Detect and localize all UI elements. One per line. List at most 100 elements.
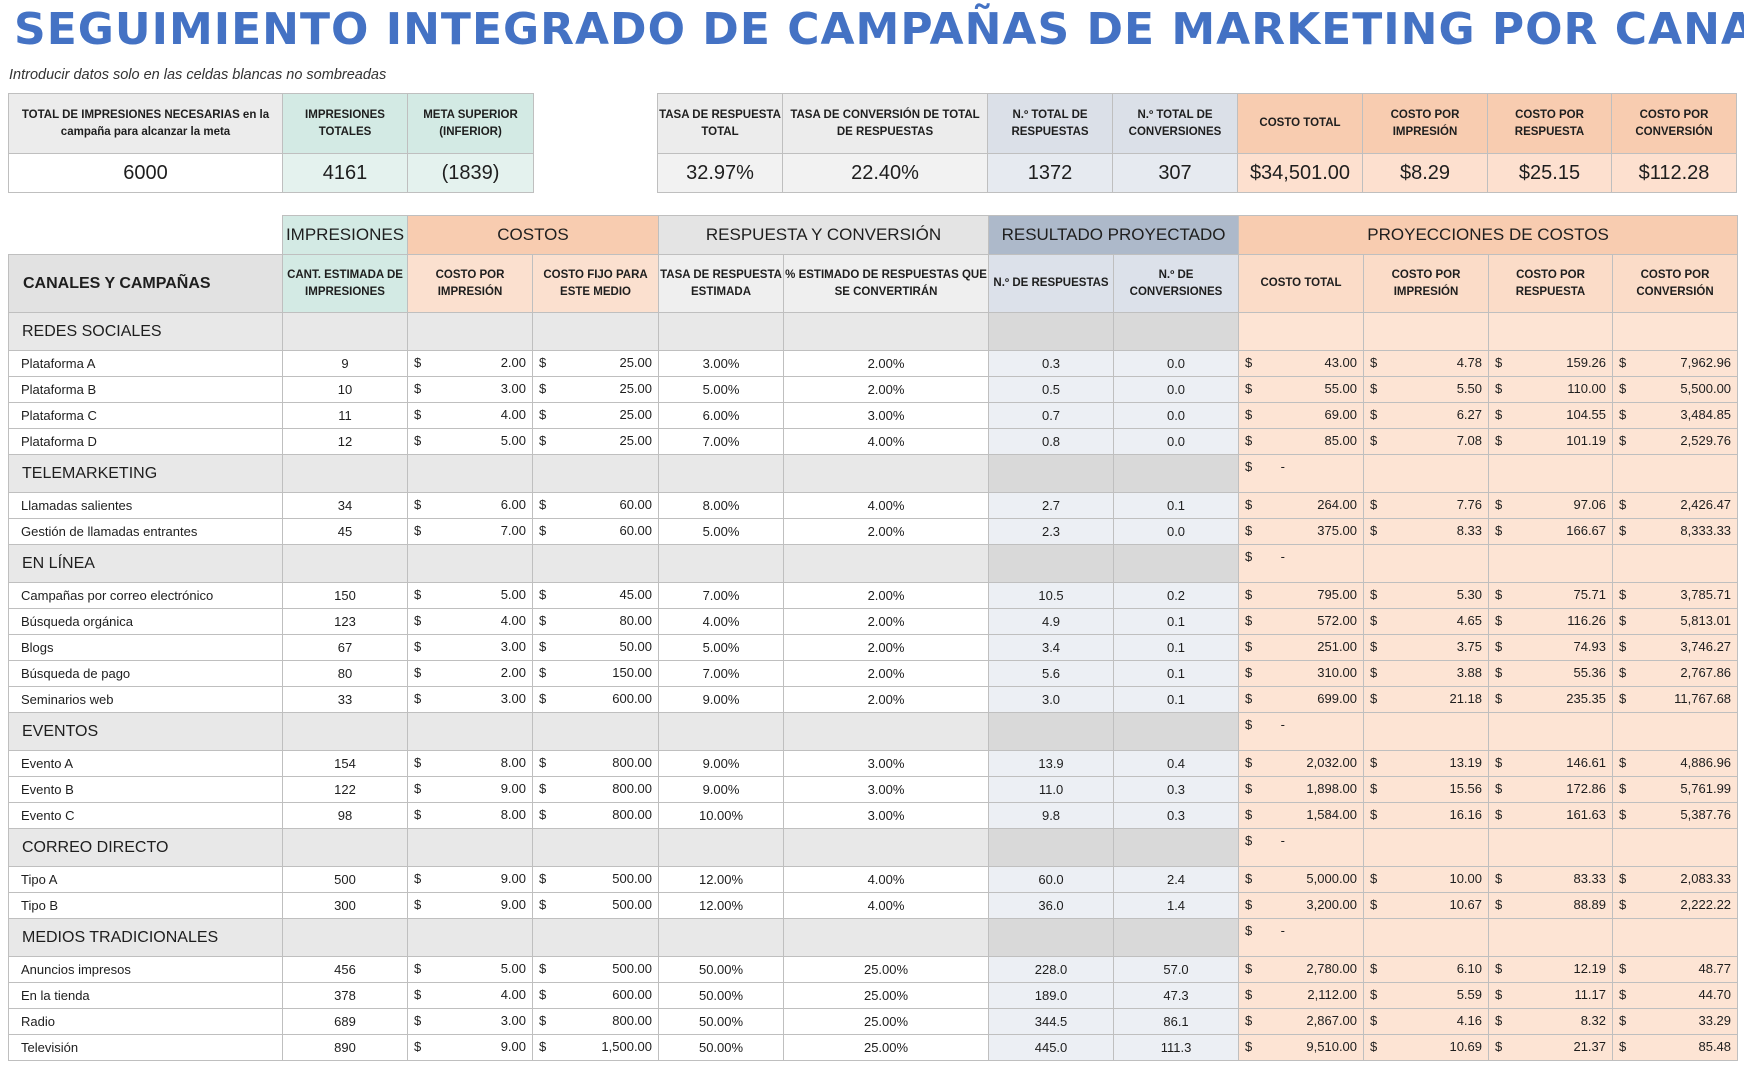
cell-cost-per-impression[interactable]: $5.00 [407, 582, 533, 609]
cell-campaign-name[interactable]: Blogs [8, 634, 283, 661]
cell-fixed-cost[interactable]: $25.00 [531, 376, 660, 403]
cell-est-impressions[interactable]: 123 [282, 608, 408, 635]
cell-est-impressions[interactable]: 300 [282, 892, 408, 919]
cell-conversion-pct[interactable]: 2.00% [783, 376, 990, 403]
cell-campaign-name[interactable]: Gestión de llamadas entrantes [8, 518, 283, 545]
cell-est-impressions[interactable]: 122 [282, 776, 408, 803]
cell-campaign-name[interactable]: Televisión [8, 1034, 283, 1061]
cell-est-impressions[interactable]: 500 [282, 866, 408, 893]
cell-fixed-cost[interactable]: $800.00 [531, 776, 660, 803]
cell-response-rate[interactable]: 5.00% [658, 376, 785, 403]
cell-response-rate[interactable]: 50.00% [658, 1034, 785, 1061]
cell-campaign-name[interactable]: Evento A [8, 750, 283, 777]
cell-campaign-name[interactable]: Búsqueda de pago [8, 660, 283, 687]
cell-response-rate[interactable]: 7.00% [658, 660, 785, 687]
cell-conversion-pct[interactable]: 4.00% [783, 866, 990, 893]
cell-campaign-name[interactable]: Campañas por correo electrónico [8, 582, 283, 609]
cell-cost-per-impression[interactable]: $3.00 [407, 1008, 533, 1035]
cell-response-rate[interactable]: 9.00% [658, 750, 785, 777]
cell-cost-per-impression[interactable]: $4.00 [407, 608, 533, 635]
cell-est-impressions[interactable]: 34 [282, 492, 408, 519]
cell-response-rate[interactable]: 10.00% [658, 802, 785, 829]
cell-fixed-cost[interactable]: $500.00 [531, 956, 660, 983]
cell-conversion-pct[interactable]: 3.00% [783, 402, 990, 429]
cell-campaign-name[interactable]: Radio [8, 1008, 283, 1035]
summary-needed-input[interactable]: 6000 [8, 153, 283, 193]
cell-response-rate[interactable]: 8.00% [658, 492, 785, 519]
cell-cost-per-impression[interactable]: $2.00 [407, 660, 533, 687]
cell-fixed-cost[interactable]: $500.00 [531, 892, 660, 919]
cell-cost-per-impression[interactable]: $8.00 [407, 750, 533, 777]
cell-conversion-pct[interactable]: 25.00% [783, 982, 990, 1009]
cell-conversion-pct[interactable]: 4.00% [783, 892, 990, 919]
cell-conversion-pct[interactable]: 2.00% [783, 350, 990, 377]
cell-cost-per-impression[interactable]: $5.00 [407, 956, 533, 983]
cell-conversion-pct[interactable]: 3.00% [783, 750, 990, 777]
cell-campaign-name[interactable]: Llamadas salientes [8, 492, 283, 519]
cell-cost-per-impression[interactable]: $9.00 [407, 866, 533, 893]
cell-est-impressions[interactable]: 45 [282, 518, 408, 545]
cell-fixed-cost[interactable]: $800.00 [531, 1008, 660, 1035]
cell-est-impressions[interactable]: 67 [282, 634, 408, 661]
cell-response-rate[interactable]: 50.00% [658, 982, 785, 1009]
cell-fixed-cost[interactable]: $80.00 [531, 608, 660, 635]
cell-est-impressions[interactable]: 689 [282, 1008, 408, 1035]
cell-response-rate[interactable]: 12.00% [658, 892, 785, 919]
cell-campaign-name[interactable]: Evento B [8, 776, 283, 803]
cell-fixed-cost[interactable]: $45.00 [531, 582, 660, 609]
cell-cost-per-impression[interactable]: $7.00 [407, 518, 533, 545]
cell-cost-per-impression[interactable]: $3.00 [407, 376, 533, 403]
cell-conversion-pct[interactable]: 3.00% [783, 776, 990, 803]
cell-cost-per-impression[interactable]: $4.00 [407, 982, 533, 1009]
cell-conversion-pct[interactable]: 2.00% [783, 660, 990, 687]
cell-campaign-name[interactable]: Tipo A [8, 866, 283, 893]
cell-fixed-cost[interactable]: $25.00 [531, 402, 660, 429]
cell-response-rate[interactable]: 6.00% [658, 402, 785, 429]
cell-conversion-pct[interactable]: 25.00% [783, 956, 990, 983]
cell-est-impressions[interactable]: 11 [282, 402, 408, 429]
cell-campaign-name[interactable]: Búsqueda orgánica [8, 608, 283, 635]
cell-conversion-pct[interactable]: 2.00% [783, 634, 990, 661]
cell-response-rate[interactable]: 7.00% [658, 428, 785, 455]
cell-campaign-name[interactable]: Plataforma C [8, 402, 283, 429]
cell-response-rate[interactable]: 50.00% [658, 956, 785, 983]
cell-conversion-pct[interactable]: 2.00% [783, 608, 990, 635]
cell-cost-per-impression[interactable]: $6.00 [407, 492, 533, 519]
cell-response-rate[interactable]: 9.00% [658, 686, 785, 713]
cell-campaign-name[interactable]: Plataforma D [8, 428, 283, 455]
cell-response-rate[interactable]: 5.00% [658, 634, 785, 661]
cell-est-impressions[interactable]: 150 [282, 582, 408, 609]
cell-conversion-pct[interactable]: 2.00% [783, 686, 990, 713]
cell-cost-per-impression[interactable]: $9.00 [407, 892, 533, 919]
cell-cost-per-impression[interactable]: $4.00 [407, 402, 533, 429]
cell-fixed-cost[interactable]: $25.00 [531, 350, 660, 377]
cell-campaign-name[interactable]: Evento C [8, 802, 283, 829]
cell-conversion-pct[interactable]: 4.00% [783, 492, 990, 519]
cell-fixed-cost[interactable]: $60.00 [531, 492, 660, 519]
cell-conversion-pct[interactable]: 4.00% [783, 428, 990, 455]
cell-response-rate[interactable]: 4.00% [658, 608, 785, 635]
cell-campaign-name[interactable]: Tipo B [8, 892, 283, 919]
cell-conversion-pct[interactable]: 25.00% [783, 1008, 990, 1035]
cell-est-impressions[interactable]: 378 [282, 982, 408, 1009]
cell-cost-per-impression[interactable]: $3.00 [407, 634, 533, 661]
cell-est-impressions[interactable]: 456 [282, 956, 408, 983]
cell-fixed-cost[interactable]: $150.00 [531, 660, 660, 687]
cell-cost-per-impression[interactable]: $8.00 [407, 802, 533, 829]
cell-est-impressions[interactable]: 10 [282, 376, 408, 403]
cell-response-rate[interactable]: 9.00% [658, 776, 785, 803]
cell-cost-per-impression[interactable]: $2.00 [407, 350, 533, 377]
cell-est-impressions[interactable]: 33 [282, 686, 408, 713]
cell-cost-per-impression[interactable]: $5.00 [407, 428, 533, 455]
cell-fixed-cost[interactable]: $50.00 [531, 634, 660, 661]
cell-fixed-cost[interactable]: $500.00 [531, 866, 660, 893]
cell-response-rate[interactable]: 5.00% [658, 518, 785, 545]
cell-fixed-cost[interactable]: $800.00 [531, 802, 660, 829]
cell-cost-per-impression[interactable]: $3.00 [407, 686, 533, 713]
cell-fixed-cost[interactable]: $25.00 [531, 428, 660, 455]
cell-response-rate[interactable]: 7.00% [658, 582, 785, 609]
cell-conversion-pct[interactable]: 2.00% [783, 582, 990, 609]
cell-fixed-cost[interactable]: $800.00 [531, 750, 660, 777]
cell-campaign-name[interactable]: Seminarios web [8, 686, 283, 713]
cell-est-impressions[interactable]: 98 [282, 802, 408, 829]
